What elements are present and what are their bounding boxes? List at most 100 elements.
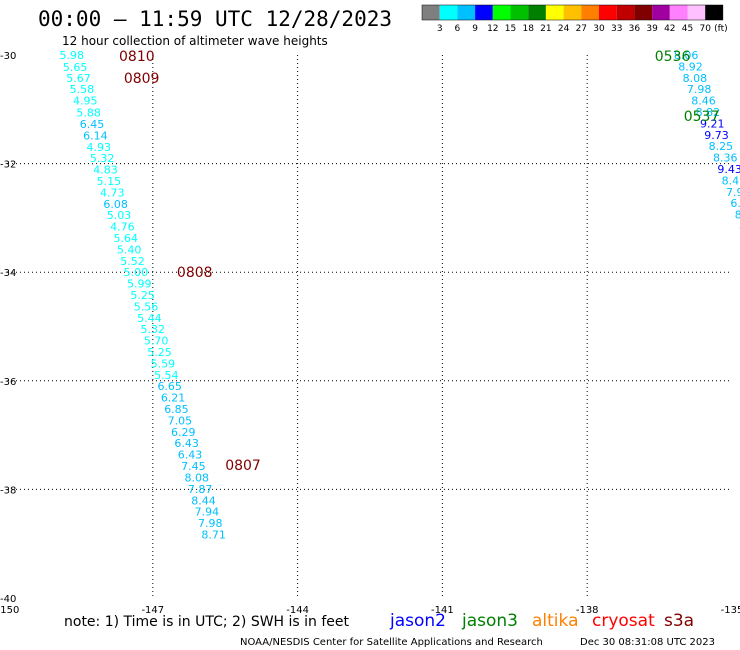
wave-height-value: 8.08 <box>683 72 708 85</box>
wave-height-value: 5.44 <box>137 312 162 325</box>
color-swatch <box>545 5 564 20</box>
wave-height-value: 8.49 <box>722 174 740 187</box>
wave-height-value: 6.65 <box>157 380 182 393</box>
x-tick-label: -135 <box>721 605 740 616</box>
wave-height-value: 9.43 <box>717 163 740 176</box>
wave-height-points: 5.985.655.675.584.955.886.456.144.935.32… <box>59 49 740 541</box>
satellite-name: altika <box>532 611 579 631</box>
satellite-name: s3a <box>664 611 694 631</box>
wave-height-value: 8.82 <box>696 106 721 119</box>
wave-height-value: 4.83 <box>93 164 118 177</box>
wave-height-value: 7.05 <box>168 414 193 427</box>
wave-height-value: 7.90 <box>726 186 740 199</box>
wave-height-value: 5.32 <box>90 152 115 165</box>
wave-height-value: 6.85 <box>164 403 189 416</box>
wave-height-value: 6.43 <box>178 449 203 462</box>
color-scale-label: 70 <box>699 24 711 34</box>
wave-height-value: 4.76 <box>110 221 135 234</box>
wave-height-value: 8.44 <box>191 494 216 507</box>
y-tick-label: -38 <box>0 485 16 496</box>
color-scale-unit: (ft) <box>714 24 728 34</box>
wave-height-value: 4.93 <box>86 141 111 154</box>
axis-ticks: -150 -147 -144 -141 -138 -135 -30 -32 -34 -36 -38 -… <box>0 51 740 616</box>
wave-height-value: 6.94 <box>730 197 740 210</box>
plot-grid <box>8 55 732 598</box>
color-scale-label: 9 <box>472 24 478 34</box>
color-swatch <box>475 5 493 20</box>
wave-height-value: 5.99 <box>127 278 152 291</box>
wave-height-value: 4.73 <box>100 186 125 199</box>
color-scale-label: 45 <box>682 24 693 34</box>
wave-height-value: 5.70 <box>144 335 169 348</box>
y-tick-label: -40 <box>0 594 16 605</box>
wave-height-value: 5.88 <box>76 107 101 120</box>
wave-height-value: 7.45 <box>181 460 206 473</box>
wave-height-value: 8.36 <box>713 152 738 165</box>
color-swatch <box>422 5 440 20</box>
x-tick-label: -138 <box>576 605 599 616</box>
wave-height-value: 8.08 <box>184 471 209 484</box>
color-swatch <box>581 5 599 20</box>
wave-height-value: 6.08 <box>103 198 128 211</box>
wave-height-value: 9.73 <box>704 129 729 142</box>
wave-height-value: 5.54 <box>154 369 179 382</box>
wave-height-value: 8.71 <box>201 528 226 541</box>
color-swatch <box>563 5 582 20</box>
pass-time-label: 0808 <box>177 265 213 281</box>
wave-height-value: 5.67 <box>66 72 91 85</box>
wave-height-value: 8.25 <box>709 140 734 153</box>
pass-time-label: 0536 <box>655 49 691 65</box>
footer-credit: NOAA/NESDIS Center for Satellite Applica… <box>240 637 543 648</box>
wave-height-value: 5.98 <box>59 49 84 62</box>
wave-height-value: 7.94 <box>195 506 220 519</box>
wave-height-value: 6.29 <box>171 426 196 439</box>
wave-height-value: 5.64 <box>114 232 139 245</box>
pass-time-labels: 0810 0809 0808 0807 0536 0537 <box>119 49 719 474</box>
satellite-name: cryosat <box>592 611 655 631</box>
wave-height-value: 8.77 <box>735 209 740 222</box>
color-scale-label: 21 <box>540 24 551 34</box>
footer-note: note: 1) Time is in UTC; 2) SWH is in fe… <box>64 614 350 630</box>
wave-height-value: 6.14 <box>83 129 108 142</box>
wave-height-value: 6.21 <box>161 392 186 405</box>
wave-height-value: 5.59 <box>151 357 176 370</box>
footer-timestamp: Dec 30 08:31:08 UTC 2023 <box>580 637 715 648</box>
color-scale-label: 3 <box>437 24 443 34</box>
wave-height-value: 7.98 <box>198 517 223 530</box>
satellite-name: jason2 <box>389 611 446 631</box>
wave-height-value: 5.00 <box>124 266 149 279</box>
color-swatch <box>669 5 688 20</box>
wave-height-value: 7.87 <box>188 483 213 496</box>
pass-time-label: 0810 <box>119 49 155 65</box>
color-scale-label: 33 <box>611 24 622 34</box>
pass-time-label: 0807 <box>225 458 261 474</box>
wave-height-value: 4.95 <box>73 95 98 108</box>
color-scale-legend: 3 6 9 12 15 18 21 24 27 30 33 36 39 42 45 70 (ft) <box>421 4 728 34</box>
wave-height-value: 8.06 <box>674 49 699 62</box>
color-scale-label: 42 <box>664 24 675 34</box>
wave-height-value: 9.21 <box>700 117 725 130</box>
wave-height-value: 5.32 <box>141 323 166 336</box>
color-swatch <box>457 5 476 20</box>
wave-height-value: 5.25 <box>130 289 155 302</box>
color-scale-label: 30 <box>593 24 605 34</box>
color-swatch <box>439 5 458 20</box>
y-tick-label: -34 <box>0 268 16 279</box>
color-swatch <box>510 5 529 20</box>
x-tick-label: -147 <box>141 605 164 616</box>
y-tick-label: -36 <box>0 377 16 388</box>
x-tick-label: -141 <box>431 605 454 616</box>
color-swatch <box>652 5 670 20</box>
color-scale-label: 39 <box>646 24 658 34</box>
y-tick-label: -30 <box>0 51 16 62</box>
wave-height-value: 5.65 <box>63 61 88 74</box>
color-scale-label: 12 <box>487 24 498 34</box>
satellite-name: jason3 <box>461 611 518 631</box>
color-swatch <box>492 5 511 20</box>
wave-height-value: 5.56 <box>134 300 159 313</box>
wave-height-value: 6.43 <box>174 437 199 450</box>
y-tick-label: -32 <box>0 160 16 171</box>
wave-height-value: 5.58 <box>70 83 95 96</box>
color-swatch <box>687 5 706 20</box>
